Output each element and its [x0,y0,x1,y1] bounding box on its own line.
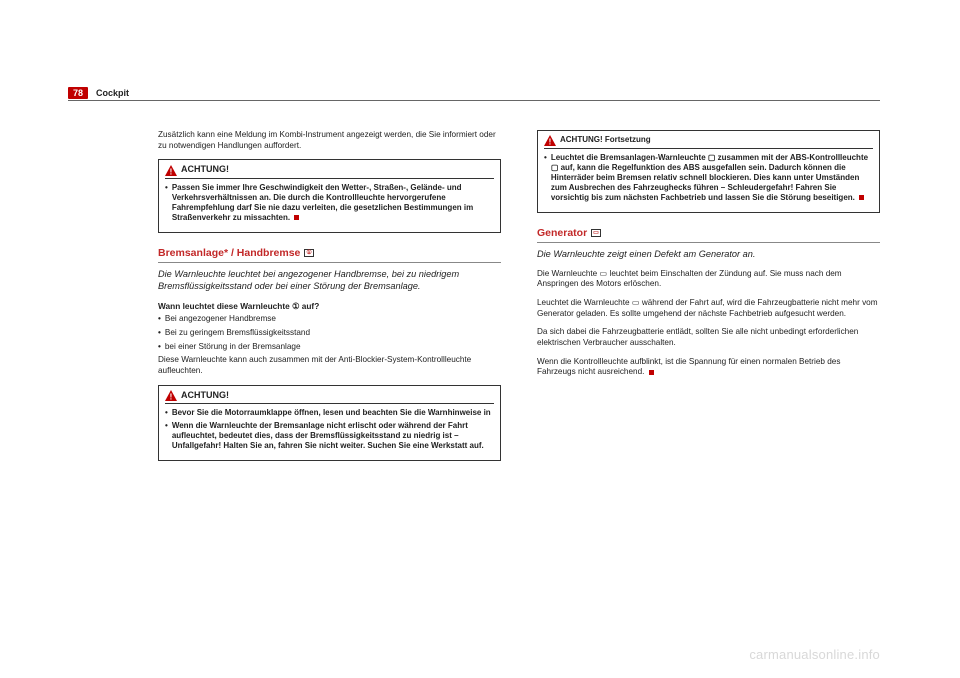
page: 78 Cockpit Zusätzlich kann eine Meldung … [0,0,960,678]
stop-square-icon [859,195,864,200]
warning-box-1: ! ACHTUNG! • Passen Sie immer Ihre Gesch… [158,159,501,233]
brake-section: Bremsanlage* / Handbremse ① Die Warnleuc… [158,247,501,377]
generator-section: Generator ▭ Die Warnleuchte zeigt einen … [537,227,880,378]
warning-triangle-icon: ! [544,135,556,146]
section-rule [158,262,501,263]
warning-box-2: ! ACHTUNG! • Bevor Sie die Motorraumklap… [158,385,501,462]
warning-box-3-header: ! ACHTUNG! Fortsetzung [544,135,873,149]
bullet-dot: • [165,408,168,418]
stop-square-icon [294,215,299,220]
svg-text:!: ! [549,138,552,147]
warning-box-3-title: ACHTUNG! Fortsetzung [560,135,651,145]
brake-question: Wann leuchtet diese Warnleuchte ① auf? [158,301,501,312]
bullet-dot: • [165,183,168,223]
generator-p3: Da sich dabei die Fahrzeugbatterie entlä… [537,327,880,348]
warning-triangle-icon: ! [165,165,177,176]
brake-li1: Bei angezogener Handbremse [165,314,276,325]
warning-box-2-title: ACHTUNG! [181,390,229,402]
content-columns: Zusätzlich kann eine Meldung im Kombi-In… [158,130,880,648]
warning-box-1-body: • Passen Sie immer Ihre Geschwindigkeit … [165,183,494,223]
header-rule [68,100,880,101]
warning-box-2-header: ! ACHTUNG! [165,390,494,405]
stop-square-icon [649,370,654,375]
svg-text:!: ! [170,167,173,176]
generator-p4: Wenn die Kontrollleuchte aufblinkt, ist … [537,357,880,378]
page-number-badge: 78 [68,87,88,99]
battery-indicator-icon: ▭ [591,229,601,237]
brake-li3: bei einer Störung in der Bremsanlage [165,342,301,353]
warning-box-3-text: Leuchtet die Bremsanlagen-Warnleuchte ▢ … [551,153,873,203]
section-rule [537,242,880,243]
warning-box-2-body: • Bevor Sie die Motorraumklappe öffnen, … [165,408,494,451]
bullet-dot: • [158,342,161,353]
brake-list: • Bei angezogener Handbremse • Bei zu geri… [158,314,501,352]
section-header: Cockpit [96,88,129,98]
warning-box-2-text-2: Wenn die Warnleuchte der Bremsanlage nic… [172,421,494,451]
warning-box-3-body: • Leuchtet die Bremsanlagen-Warnleuchte … [544,153,873,203]
generator-section-title: Generator ▭ [537,227,880,241]
warning-box-2-text-1: Bevor Sie die Motorraumklappe öffnen, le… [172,408,491,418]
bullet-dot: • [158,328,161,339]
warning-box-3: ! ACHTUNG! Fortsetzung • Leuchtet die Br… [537,130,880,213]
brake-after: Diese Warnleuchte kann auch zusammen mit… [158,355,501,376]
bullet-dot: • [165,421,168,451]
generator-lead: Die Warnleuchte zeigt einen Defekt am Ge… [537,249,880,261]
brake-lead: Die Warnleuchte leuchtet bei angezogener… [158,269,501,293]
generator-p1: Die Warnleuchte ▭ leuchtet beim Einschal… [537,269,880,290]
intro-paragraph: Zusätzlich kann eine Meldung im Kombi-In… [158,130,501,151]
brake-indicator-icon: ① [304,249,313,257]
watermark: carmanualsonline.info [749,647,880,662]
svg-text:!: ! [170,392,173,401]
warning-box-1-title: ACHTUNG! [181,164,229,176]
brake-li2: Bei zu geringem Bremsflüssigkeitsstand [165,328,310,339]
warning-box-1-text: Passen Sie immer Ihre Geschwindigkeit de… [172,183,494,223]
brake-section-title: Bremsanlage* / Handbremse ① [158,247,501,261]
warning-box-1-header: ! ACHTUNG! [165,164,494,179]
bullet-dot: • [544,153,547,203]
bullet-dot: • [158,314,161,325]
warning-triangle-icon: ! [165,390,177,401]
generator-p2: Leuchtet die Warnleuchte ▭ während der F… [537,298,880,319]
